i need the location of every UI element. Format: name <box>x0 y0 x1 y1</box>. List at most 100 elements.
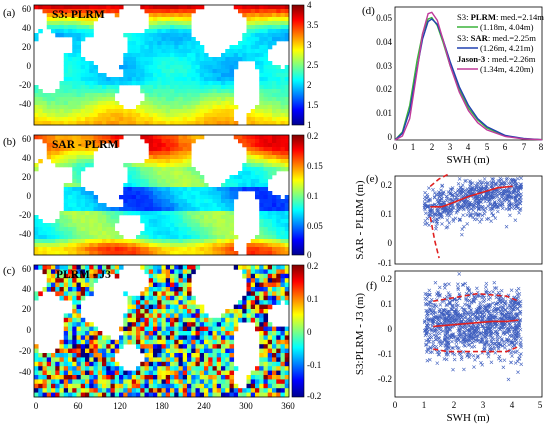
map-c-cell <box>216 388 222 393</box>
map-c-cell <box>80 322 86 327</box>
map-b-cell <box>63 183 69 188</box>
map-c-cell <box>97 344 103 349</box>
map-a-cell <box>195 69 201 74</box>
map-b-cell <box>140 219 145 224</box>
map-c-cell <box>216 379 222 385</box>
map-a-cell <box>102 9 107 14</box>
map-b-cell <box>59 155 65 160</box>
map-c-cell <box>259 309 264 314</box>
map-b-cell <box>178 167 184 172</box>
map-b-cell <box>204 219 209 224</box>
map-b-cell <box>229 247 235 252</box>
map-a-cell <box>195 97 201 102</box>
map-c-cell <box>263 353 269 358</box>
map-c-cell <box>263 383 269 389</box>
map-c-cell <box>276 278 281 283</box>
map-c-cell <box>136 309 141 314</box>
map-b-cell <box>199 183 205 188</box>
map-c-cell <box>85 357 90 363</box>
map-b-cell <box>195 215 201 220</box>
map-b-cell <box>259 171 264 176</box>
map-a-cell <box>102 117 107 122</box>
map-c-cell <box>34 361 39 367</box>
map-a-cell <box>148 69 154 74</box>
map-c-cell <box>165 291 171 297</box>
map-a-cell <box>161 9 167 14</box>
map-b-cell <box>148 139 154 144</box>
map-c-cell <box>178 392 184 398</box>
map-a-cell <box>80 117 86 122</box>
map-c-cell <box>68 353 73 358</box>
map-b-cell <box>123 163 128 168</box>
scatter-point <box>483 199 487 204</box>
scatter-point <box>452 197 457 201</box>
map-c-cell <box>38 370 43 376</box>
map-c-cell <box>85 375 90 380</box>
map-b-cell <box>127 239 133 244</box>
map-a-cell <box>161 25 167 30</box>
map-b-cell <box>63 231 69 236</box>
map-a-cell <box>195 105 201 110</box>
map-b-cell <box>85 139 90 144</box>
map-a-cell <box>276 73 281 78</box>
map-c-cell <box>136 322 141 327</box>
map-b-cell <box>178 219 184 224</box>
map-a-cell <box>233 45 239 50</box>
map-b-cell <box>204 251 209 256</box>
map-c-cell <box>157 322 162 327</box>
map-b-cell <box>102 231 107 236</box>
map-c-cell <box>284 282 290 288</box>
scatter-point <box>458 218 462 223</box>
map-c-cell <box>102 388 107 393</box>
map-b-cell <box>250 139 256 144</box>
map-c-cell <box>272 353 277 358</box>
map-c-cell <box>97 361 103 367</box>
map-a-cell <box>225 49 230 54</box>
scatter-point <box>507 188 512 193</box>
map-a-cell <box>216 73 222 78</box>
map-c-cell <box>204 366 209 371</box>
map-c-cell <box>208 339 213 345</box>
map-b-cell <box>76 207 82 212</box>
map-c-cell <box>72 322 77 327</box>
map-c-cell <box>221 375 226 380</box>
map-a-cell <box>46 5 52 10</box>
map-a-cell <box>161 5 167 10</box>
map-a-cell <box>148 17 154 22</box>
map-a-cell <box>131 37 137 42</box>
map-c-cell <box>272 287 277 292</box>
map-a-cell <box>267 9 273 14</box>
colorbar-c <box>291 264 305 398</box>
cb-tick-c-2: 0 <box>307 327 312 337</box>
map-a-cell <box>267 33 273 38</box>
map-a-cell <box>284 93 290 98</box>
map-c-cell <box>76 375 82 380</box>
map-b-cell <box>76 139 82 144</box>
scatter-point <box>519 182 523 187</box>
map-a-cell <box>263 5 269 10</box>
map-c-cell <box>191 379 196 385</box>
map-b-cell <box>178 175 184 180</box>
scatter-point <box>427 186 431 190</box>
map-b-cell <box>187 187 192 192</box>
map-b-cell <box>250 247 256 252</box>
map-a-cell <box>148 45 154 50</box>
map-a-cell <box>263 109 269 114</box>
map-c-cell <box>114 388 120 393</box>
map-c-cell <box>280 265 286 270</box>
map-a-cell <box>280 21 286 26</box>
map-c-cell <box>148 304 154 310</box>
map-a-cell <box>165 113 171 118</box>
map-c-cell <box>280 361 286 367</box>
map-a-cell <box>170 81 175 86</box>
map-c-cell <box>136 304 141 310</box>
map-b-cell <box>178 231 184 236</box>
map-c-cell <box>178 366 184 371</box>
map-b-cell <box>165 159 171 164</box>
map-a-cell <box>182 33 188 38</box>
map-c-cell <box>144 357 150 363</box>
map-a-cell <box>182 121 188 126</box>
map-b-cell <box>144 195 150 200</box>
map-c-cell <box>161 370 167 376</box>
map-c-cell <box>157 375 162 380</box>
